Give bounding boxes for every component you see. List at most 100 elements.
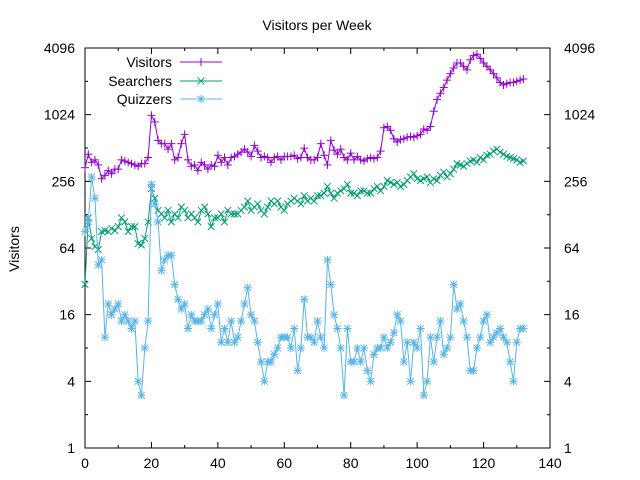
data-point-searchers xyxy=(353,192,362,200)
data-point-visitors xyxy=(482,62,491,71)
data-point-searchers xyxy=(489,147,498,155)
data-point-quizzers xyxy=(469,366,478,375)
data-point-quizzers xyxy=(296,344,305,352)
data-point-quizzers xyxy=(130,317,139,326)
data-point-quizzers xyxy=(250,317,259,326)
data-point-searchers xyxy=(360,187,368,195)
data-point-searchers xyxy=(107,224,116,233)
data-point-quizzers xyxy=(336,344,345,352)
data-point-visitors xyxy=(180,130,189,139)
data-point-visitors xyxy=(247,152,256,161)
data-point-quizzers xyxy=(519,324,528,333)
data-point-searchers xyxy=(519,157,528,165)
series-searchers xyxy=(81,145,528,289)
data-point-visitors xyxy=(270,153,279,162)
data-point-visitors xyxy=(233,150,242,159)
x-tick-label: 20 xyxy=(144,455,160,471)
y-tick-label: 256 xyxy=(52,173,76,189)
data-point-searchers xyxy=(396,182,405,191)
data-point-quizzers xyxy=(462,333,471,342)
data-point-visitors xyxy=(389,134,398,143)
data-point-searchers xyxy=(260,210,269,218)
data-point-quizzers xyxy=(453,305,461,314)
data-point-visitors xyxy=(446,69,455,78)
legend: Visitors Searchers Quizzers xyxy=(108,54,222,107)
data-point-searchers xyxy=(496,148,504,156)
data-point-searchers xyxy=(217,210,225,218)
data-point-quizzers xyxy=(326,280,335,289)
data-point-searchers xyxy=(300,192,308,200)
data-point-searchers xyxy=(337,187,345,195)
data-point-quizzers xyxy=(293,366,302,375)
data-point-quizzers xyxy=(486,338,495,347)
data-point-searchers xyxy=(320,189,328,197)
x-tick-label: 0 xyxy=(81,455,89,471)
data-point-visitors xyxy=(114,165,123,174)
x-tick-label: 40 xyxy=(210,455,226,471)
data-point-quizzers xyxy=(433,333,442,342)
data-point-visitors xyxy=(313,153,322,162)
data-point-quizzers xyxy=(120,310,129,319)
data-point-searchers xyxy=(127,222,136,231)
data-point-searchers xyxy=(280,206,288,215)
data-point-visitors xyxy=(466,55,475,64)
data-point-quizzers xyxy=(87,173,96,182)
data-point-quizzers xyxy=(456,299,465,308)
x-tick-label: 100 xyxy=(405,455,429,471)
data-point-visitors xyxy=(383,122,392,131)
data-point-visitors xyxy=(293,154,302,163)
data-point-visitors xyxy=(516,76,525,85)
data-point-searchers xyxy=(161,214,169,222)
data-point-visitors xyxy=(290,151,299,160)
data-point-quizzers xyxy=(343,324,352,333)
y-tick-label: 1024 xyxy=(44,107,75,123)
data-point-quizzers xyxy=(476,333,485,342)
data-point-visitors xyxy=(439,83,448,92)
data-point-visitors xyxy=(356,155,365,164)
data-point-searchers xyxy=(380,182,388,191)
data-point-searchers xyxy=(343,180,352,189)
data-point-quizzers xyxy=(94,260,103,269)
data-point-quizzers xyxy=(330,310,339,319)
data-point-quizzers xyxy=(134,377,143,386)
data-point-quizzers xyxy=(496,324,505,333)
data-point-quizzers xyxy=(316,333,325,342)
data-point-quizzers xyxy=(247,310,256,319)
data-point-quizzers xyxy=(396,317,405,326)
data-point-quizzers xyxy=(512,338,521,347)
data-point-quizzers xyxy=(243,283,252,292)
data-point-quizzers xyxy=(147,180,156,189)
data-point-visitors xyxy=(379,123,388,132)
data-point-quizzers xyxy=(429,357,438,366)
data-point-quizzers xyxy=(160,255,169,264)
data-point-visitors xyxy=(426,122,435,131)
data-point-quizzers xyxy=(100,333,109,342)
data-point-searchers xyxy=(121,218,129,226)
data-point-visitors xyxy=(81,163,89,172)
data-point-quizzers xyxy=(174,295,182,304)
data-point-visitors xyxy=(369,154,378,163)
data-point-searchers xyxy=(469,156,478,164)
data-point-quizzers xyxy=(419,391,428,400)
data-point-searchers xyxy=(94,245,102,254)
plot-border xyxy=(84,47,551,449)
data-point-searchers xyxy=(190,214,199,222)
data-point-visitors xyxy=(183,155,192,164)
data-point-visitors xyxy=(326,136,335,145)
data-point-quizzers xyxy=(290,324,299,333)
data-point-quizzers xyxy=(144,317,153,326)
data-point-visitors xyxy=(227,153,236,162)
data-point-quizzers xyxy=(240,299,249,308)
data-point-visitors xyxy=(336,145,345,154)
data-point-visitors xyxy=(333,150,342,159)
data-point-quizzers xyxy=(203,305,212,314)
data-point-searchers xyxy=(310,197,318,205)
y-axis-label: Visitors xyxy=(6,226,22,272)
data-point-visitors xyxy=(187,162,196,171)
data-point-searchers xyxy=(124,227,132,236)
y2-tick-label: 1024 xyxy=(564,107,595,123)
data-point-quizzers xyxy=(393,310,402,319)
data-point-searchers xyxy=(141,234,149,243)
data-point-visitors xyxy=(97,174,106,183)
data-point-visitors xyxy=(300,144,309,153)
